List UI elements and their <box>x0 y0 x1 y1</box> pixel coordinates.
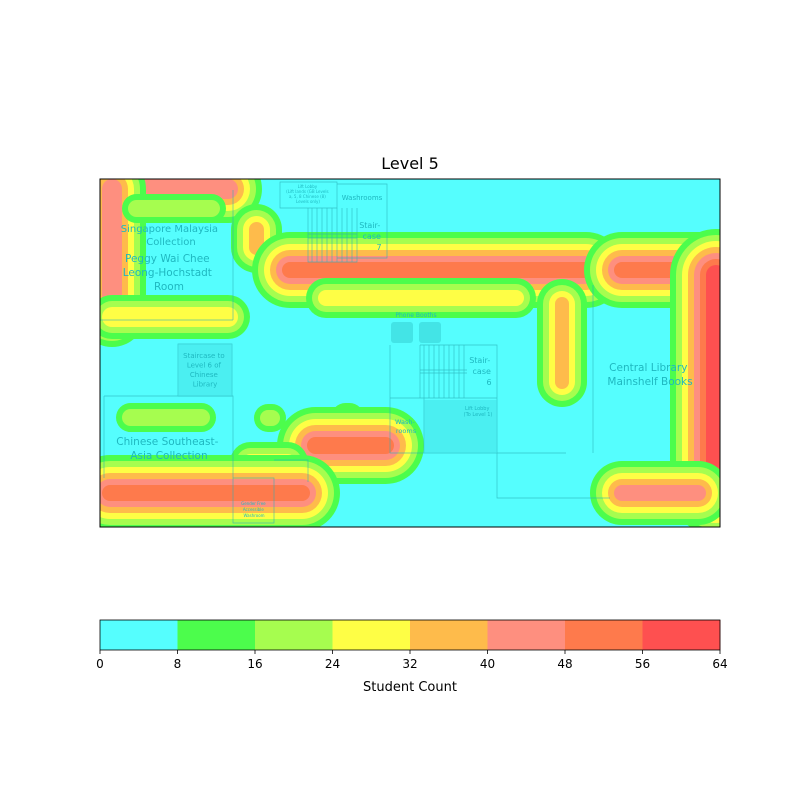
hotspot-staircase6-vertical <box>537 279 587 407</box>
wall-lower-left <box>103 395 309 524</box>
label-chinese-southeast-asia: Chinese Southeast- Asia Collection <box>116 436 221 462</box>
colorbar-segment <box>332 620 411 650</box>
label-lift-lobby-top: Lift Lobby (Lift lands (GB Levels a, 5, … <box>286 184 330 204</box>
colorbar-tick-label: 8 <box>174 657 182 671</box>
floorplan-labels: Singapore Malaysia Collection Peggy Wai … <box>116 184 692 518</box>
colorbar-segment <box>565 620 643 650</box>
colorbar-segment <box>177 620 256 650</box>
heat-layer <box>100 179 720 527</box>
colorbar-tick-label: 40 <box>480 657 495 671</box>
staircase-to-l6-fill <box>178 344 232 396</box>
hotspot-level-32 <box>555 297 569 389</box>
colorbar-tick-label: 56 <box>635 657 650 671</box>
hotspot-level-24 <box>102 307 238 327</box>
colorbar-segments <box>100 620 721 650</box>
hotspot-singapore-collection-band <box>122 194 226 223</box>
colorbar-segment <box>642 620 721 650</box>
label-washrooms-top: Washrooms <box>342 194 383 202</box>
colorbar-segment <box>410 620 488 650</box>
colorbar-label: Student Count <box>363 680 457 695</box>
colorbar-tick-label: 64 <box>712 657 727 671</box>
hotspot-level-48 <box>307 437 394 454</box>
colorbar-tick-label: 0 <box>96 657 104 671</box>
phone-booth-a <box>391 322 413 343</box>
hotspot-level-16 <box>260 410 280 426</box>
plot-frame <box>99 178 721 528</box>
colorbar: 0 8 16 24 32 40 48 56 64 Student Count <box>96 619 728 695</box>
hotspot-left-lower-band <box>100 295 250 339</box>
colorbar-segment <box>100 620 178 650</box>
hotspot-right-bottom-band <box>590 461 720 525</box>
hotspot-level-16 <box>122 409 210 426</box>
phone-booth-b <box>419 322 441 343</box>
hotspot-level-40 <box>102 179 122 323</box>
lift-lobby-fill <box>424 400 497 453</box>
label-lift-lobby-mid: Lift Lobby (To Level 1) <box>464 406 493 418</box>
label-staircase-to-level6: Staircase to Level 6 of Chinese Library <box>183 352 227 389</box>
wall-right-outline <box>496 285 610 499</box>
label-staircase-6: Stair- case 6 <box>469 356 493 387</box>
colorbar-tick-label: 16 <box>247 657 262 671</box>
colorbar-segment <box>255 620 333 650</box>
hotspot-chinese-collection-band <box>116 403 216 432</box>
label-peggy-wai-chee-room: Peggy Wai Chee Leong-Hochstadt Room <box>123 253 216 293</box>
chart-title: Level 5 <box>381 154 439 173</box>
plot-area: Singapore Malaysia Collection Peggy Wai … <box>99 178 721 528</box>
wall-left-room <box>100 190 234 321</box>
hotspot-level-40 <box>614 485 706 501</box>
hotspot-level-24 <box>318 290 524 306</box>
label-central-library: Central Library Mainshelf Books <box>607 362 692 388</box>
hotspot-level-48 <box>102 485 310 501</box>
colorbar-ticks: 0 8 16 24 32 40 48 56 64 <box>96 650 728 671</box>
hotspot-level-16 <box>128 200 220 217</box>
hotspot-right-edge-hot <box>670 229 720 527</box>
colorbar-tick-label: 32 <box>402 657 417 671</box>
label-accessible-washroom: Gender Free Accessible Washroom <box>241 501 267 518</box>
label-washrooms-mid: Wash- rooms <box>395 418 417 435</box>
colorbar-segment <box>487 620 566 650</box>
hotspot-phone-booth-band <box>306 278 536 318</box>
colorbar-tick-label: 24 <box>325 657 340 671</box>
label-phone-booths: Phone Booths <box>395 312 436 319</box>
label-singapore-malaysia-collection: Singapore Malaysia Collection <box>121 224 222 248</box>
label-staircase-7: Stair- case 7 <box>359 221 383 252</box>
wall-stairs7-lines <box>308 208 357 262</box>
hotspot-level-48 <box>282 262 594 278</box>
hotspot-small-spot-b <box>254 404 286 432</box>
hotspot-bottom-left-band <box>100 455 340 527</box>
wall-stairs6-lines <box>420 345 467 398</box>
colorbar-tick-label: 48 <box>557 657 572 671</box>
hotspot-level-56 <box>706 265 720 499</box>
floorplan-overlay <box>100 181 610 524</box>
